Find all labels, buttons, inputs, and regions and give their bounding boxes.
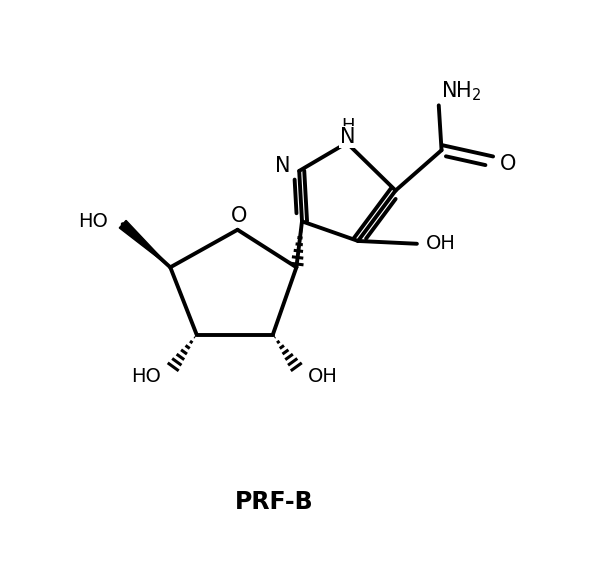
Polygon shape (119, 220, 170, 267)
Text: NH$_2$: NH$_2$ (441, 80, 481, 103)
Text: PRF-B: PRF-B (235, 490, 313, 513)
Text: OH: OH (309, 367, 338, 385)
Text: HO: HO (79, 212, 109, 231)
Text: HO: HO (131, 367, 161, 385)
Text: O: O (231, 206, 247, 226)
Text: O: O (500, 154, 516, 174)
Text: N: N (340, 127, 356, 147)
Text: OH: OH (425, 234, 455, 253)
Text: N: N (275, 156, 290, 177)
Text: H: H (341, 117, 355, 135)
